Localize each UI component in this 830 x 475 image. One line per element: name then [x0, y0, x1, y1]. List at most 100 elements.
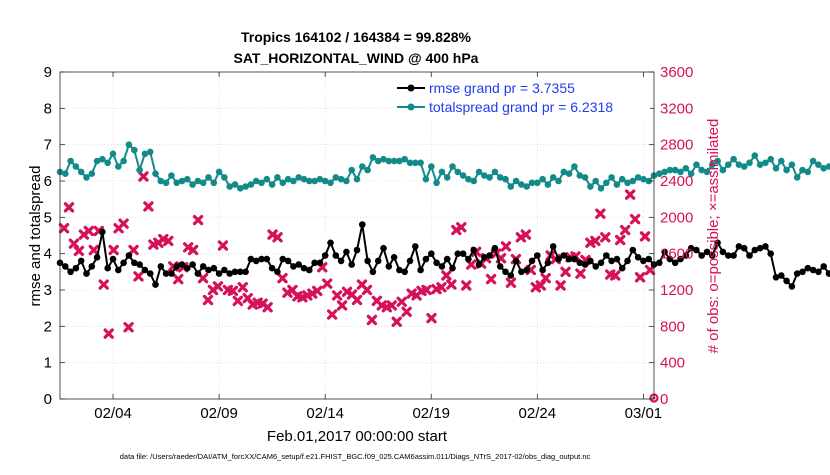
series-0-point: [629, 246, 637, 254]
series-0-point: [560, 252, 568, 259]
series-0-point: [237, 268, 244, 276]
obs-assimilated-marker: [212, 281, 224, 292]
obs-assimilated-marker: [336, 300, 348, 311]
series-1-point: [279, 179, 287, 187]
series-0-point: [772, 274, 780, 281]
y-tick-label: 0: [44, 391, 52, 408]
series-0-point: [703, 248, 711, 256]
obs-assimilated-marker: [401, 306, 412, 317]
series-1-point: [496, 174, 504, 181]
series-0-point: [714, 239, 721, 247]
x-tick-label: 02/09: [200, 405, 238, 422]
series-0-point: [284, 257, 292, 265]
series-0-point: [539, 266, 546, 274]
series-1-point: [237, 185, 244, 192]
series-1-point: [374, 157, 382, 165]
series-1-point: [396, 157, 403, 165]
series-0-point: [735, 243, 743, 250]
series-1-point: [194, 177, 202, 185]
series-1-point: [290, 177, 297, 185]
series-1-point: [762, 159, 769, 167]
series-0-point: [72, 264, 80, 272]
y-tick-label: 8: [44, 100, 52, 117]
series-0-point: [343, 248, 350, 256]
series-0-point: [67, 268, 74, 276]
series-1-point: [454, 168, 462, 176]
y2-tick-label: 2400: [660, 173, 693, 190]
series-1-point: [83, 174, 90, 181]
chart-title: Tropics 164102 / 164384 = 99.828%: [241, 29, 472, 45]
series-1-point: [486, 174, 493, 181]
series-0-point: [565, 255, 573, 263]
series-1-point: [284, 175, 292, 183]
series-0-point: [189, 261, 196, 268]
series-1-point: [512, 177, 520, 185]
series-0-point: [369, 268, 377, 276]
y2-tick-label: 2800: [660, 137, 693, 154]
obs-assimilated-marker: [326, 309, 338, 320]
obs-assimilated-marker: [331, 290, 343, 301]
obs-assimilated-marker: [88, 244, 99, 256]
series-0-point: [518, 268, 525, 276]
obs-assimilated-marker: [128, 244, 139, 256]
series-0-point: [125, 252, 133, 259]
series-1-point: [385, 157, 393, 165]
series-0-point: [401, 268, 409, 276]
series-1-point: [146, 148, 154, 156]
series-0-point: [778, 272, 785, 279]
legend: rmse grand pr = 3.7355 totalspread grand…: [392, 78, 650, 118]
series-1-point: [120, 157, 127, 165]
series-1-point: [438, 168, 446, 176]
obs-assimilated-marker: [421, 284, 432, 296]
obs-assimilated-marker: [277, 272, 288, 284]
series-1-point: [252, 177, 260, 185]
obs-assimilated-marker: [202, 294, 214, 306]
series-0-point: [88, 263, 96, 270]
series-0-point: [640, 257, 647, 265]
series-1-point: [682, 165, 690, 172]
series-0-point: [528, 257, 536, 265]
series-1-point: [412, 159, 419, 167]
series-0-point: [364, 257, 371, 265]
series-1-point: [162, 179, 170, 187]
series-0-point: [311, 259, 318, 267]
series-1-point: [99, 155, 106, 163]
series-0-point: [618, 264, 626, 272]
series-0-point: [242, 268, 249, 276]
series-1-point: [311, 177, 318, 185]
series-0-point: [205, 266, 212, 274]
series-0-point: [809, 266, 817, 274]
series-1-point: [719, 166, 727, 174]
series-0-point: [348, 261, 356, 268]
series-1-point: [77, 168, 85, 176]
obs-assimilated-marker: [68, 238, 80, 249]
series-0-point: [788, 283, 796, 290]
obs-assimilated-marker: [366, 314, 378, 326]
chart-subtitle: SAT_HORIZONTAL_WIND @ 400 hPa: [234, 50, 479, 66]
series-1-point: [258, 179, 265, 187]
series-1-point: [67, 157, 74, 165]
y-tick-label: 5: [44, 209, 52, 226]
series-1-point: [693, 161, 700, 168]
series-0-point: [523, 266, 530, 274]
obs-assimilated-marker: [187, 244, 199, 256]
series-0-point: [412, 243, 419, 250]
series-0-point: [131, 259, 138, 267]
series-0-point: [725, 252, 732, 259]
series-0-point: [767, 250, 774, 257]
obs-assimilated-marker: [436, 282, 447, 293]
obs-assimilated-marker: [312, 285, 323, 297]
series-1-point: [725, 161, 732, 168]
obs-assimilated-marker: [624, 189, 636, 200]
obs-assimilated-marker: [386, 300, 397, 311]
series-0-point: [534, 252, 541, 259]
obs-assimilated-marker: [485, 273, 497, 285]
series-1-point: [401, 155, 409, 163]
series-1-point: [62, 170, 69, 177]
series-1-point: [539, 175, 546, 183]
series-0-point: [77, 257, 85, 265]
x-tick-label: 02/19: [412, 405, 450, 422]
series-0-point: [592, 263, 599, 270]
series-0-point: [136, 261, 143, 268]
series-1-point: [528, 179, 536, 187]
